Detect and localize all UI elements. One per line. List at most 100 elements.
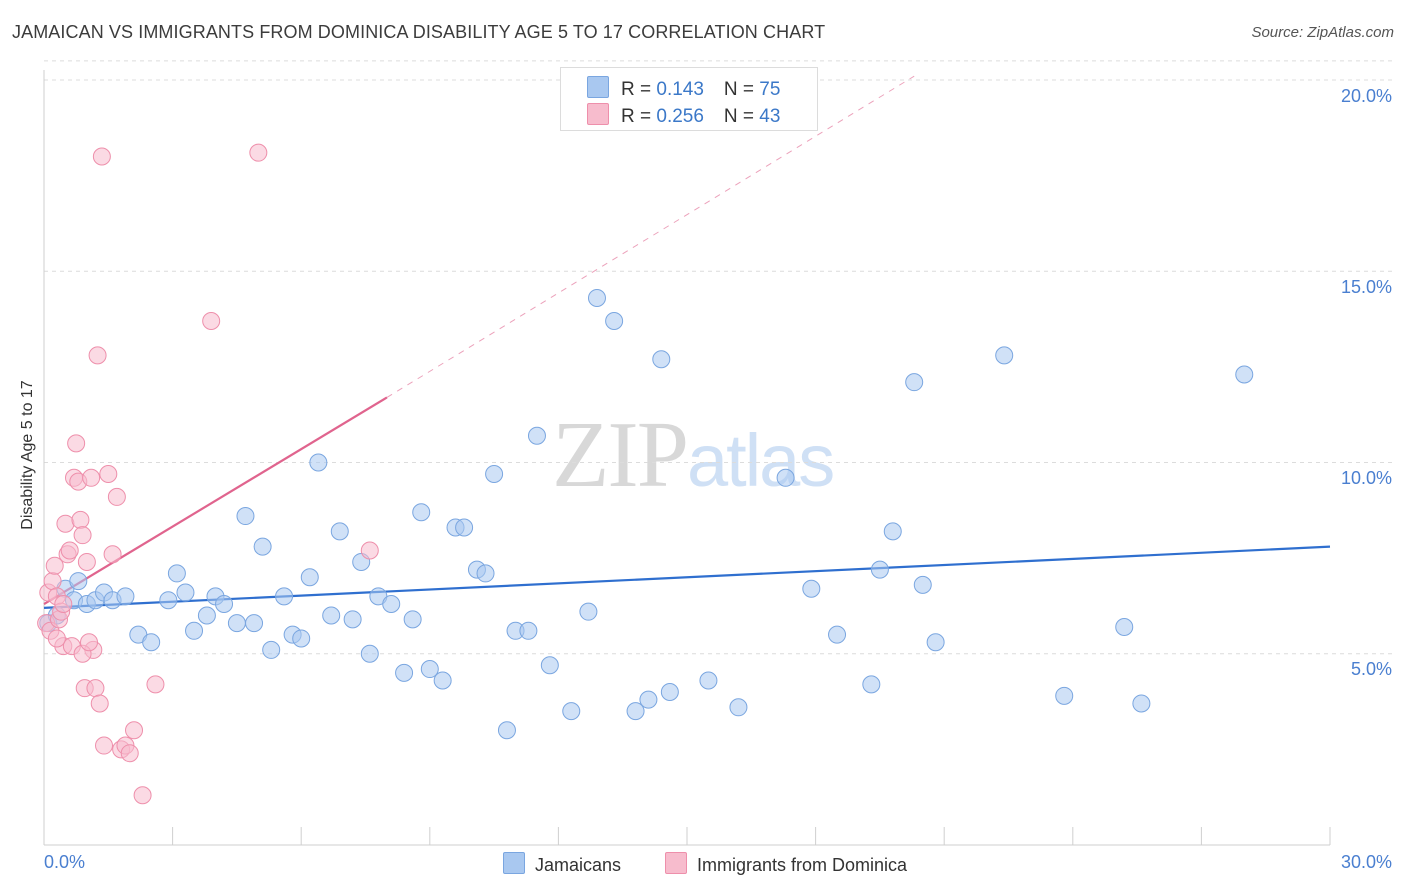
- axes: [43, 70, 1331, 846]
- jamaican-point: [253, 537, 272, 556]
- jamaican-point: [905, 373, 924, 392]
- legend-label: Jamaicans: [535, 855, 622, 875]
- watermark-atlas: atlas: [687, 419, 835, 502]
- dominica-point: [360, 541, 379, 560]
- jamaican-point: [309, 453, 328, 472]
- jamaican-point: [455, 518, 474, 537]
- blue-swatch-icon: [503, 852, 525, 874]
- jamaican-point: [485, 464, 504, 483]
- jamaican-trend-line: [43, 545, 1331, 609]
- trend-lines: [43, 75, 1331, 609]
- dominica-point: [202, 311, 221, 330]
- jamaican-point: [176, 583, 195, 602]
- jamaican-point: [395, 663, 414, 682]
- jamaican-point: [227, 614, 246, 633]
- pink-swatch-icon: [665, 852, 687, 874]
- dominica-point: [88, 346, 107, 365]
- watermark-zip: ZIP: [552, 403, 689, 507]
- dominica-point: [45, 556, 64, 575]
- jamaican-point: [167, 564, 186, 583]
- x-tick-label-max: 30.0%: [1340, 852, 1392, 872]
- dominica-point: [56, 514, 75, 533]
- r-label: R =: [621, 106, 657, 127]
- jamaican-point: [828, 625, 847, 644]
- dominica-point: [125, 721, 144, 740]
- dominica-point: [82, 468, 101, 487]
- dominica-point: [80, 633, 99, 652]
- jamaican-point: [185, 621, 204, 640]
- grid-lines: [44, 60, 1392, 655]
- jamaican-point: [403, 610, 422, 629]
- jamaican-point: [322, 606, 341, 625]
- jamaican-point: [926, 633, 945, 652]
- legend-row-jamaicans: R = 0.143 N = 75: [587, 76, 780, 101]
- dominica-point: [95, 736, 114, 755]
- dominica-point: [103, 545, 122, 564]
- data-points: [37, 143, 1254, 805]
- dominica-point: [54, 595, 73, 614]
- legend-item-jamaicans[interactable]: Jamaicans: [503, 852, 621, 876]
- jamaican-point: [562, 702, 581, 721]
- n-label: N =: [723, 106, 760, 127]
- dominica-point: [73, 526, 92, 545]
- jamaican-point: [1115, 617, 1134, 636]
- jamaican-point: [420, 660, 439, 679]
- dominica-point: [71, 510, 90, 529]
- jamaican-point: [343, 610, 362, 629]
- jamaican-point: [69, 572, 88, 591]
- stats-legend: R = 0.143 N = 75 R = 0.256 N = 43: [560, 67, 818, 131]
- jamaican-point: [159, 591, 178, 610]
- y-tick-label: 20.0%: [1340, 86, 1392, 106]
- dominica-point: [90, 694, 109, 713]
- y-tick-label: 5.0%: [1350, 659, 1392, 679]
- jamaican-point: [476, 564, 495, 583]
- dominica-point: [107, 487, 126, 506]
- jamaican-point: [699, 671, 718, 690]
- jamaican-point: [626, 702, 645, 721]
- x-tick-label-min: 0.0%: [44, 852, 86, 872]
- n-value: 75: [759, 79, 781, 100]
- jamaican-point: [142, 633, 161, 652]
- jamaican-point: [913, 575, 932, 594]
- pink-swatch-icon: [587, 103, 609, 125]
- jamaican-point: [870, 560, 889, 579]
- jamaican-point: [412, 503, 431, 522]
- jamaican-point: [360, 644, 379, 663]
- chart-title: JAMAICAN VS IMMIGRANTS FROM DOMINICA DIS…: [12, 22, 826, 42]
- legend-row-dominica: R = 0.256 N = 43: [587, 103, 780, 128]
- jamaican-point: [497, 721, 516, 740]
- n-label: N =: [723, 79, 760, 100]
- blue-swatch-icon: [587, 76, 609, 98]
- jamaican-point: [262, 640, 281, 659]
- jamaican-point: [883, 522, 902, 541]
- jamaican-point: [652, 350, 671, 369]
- dominica-point: [120, 744, 139, 763]
- source-label: Source: ZipAtlas.com: [1251, 24, 1394, 41]
- dominica-point: [86, 679, 105, 698]
- dominica-point: [67, 434, 86, 453]
- legend-item-dominica[interactable]: Immigrants from Dominica: [665, 852, 907, 876]
- jamaican-point: [540, 656, 559, 675]
- jamaican-point: [729, 698, 748, 717]
- dominica-point: [47, 629, 66, 648]
- jamaican-point: [197, 606, 216, 625]
- jamaican-point: [300, 568, 319, 587]
- jamaican-point: [1055, 686, 1074, 705]
- jamaican-point: [275, 587, 294, 606]
- dominica-point: [60, 541, 79, 560]
- jamaican-point: [776, 468, 795, 487]
- dominica-point: [146, 675, 165, 694]
- r-value: 0.143: [656, 79, 704, 100]
- jamaican-point: [433, 671, 452, 690]
- jamaican-point: [330, 522, 349, 541]
- jamaican-point: [995, 346, 1014, 365]
- dominica-point: [133, 786, 152, 805]
- jamaican-point: [245, 614, 264, 633]
- jamaican-point: [116, 587, 135, 606]
- dominica-point: [99, 464, 118, 483]
- jamaican-point: [1132, 694, 1151, 713]
- watermark: ZIPatlas: [552, 400, 835, 509]
- jamaican-point: [579, 602, 598, 621]
- legend-label: Immigrants from Dominica: [697, 855, 908, 875]
